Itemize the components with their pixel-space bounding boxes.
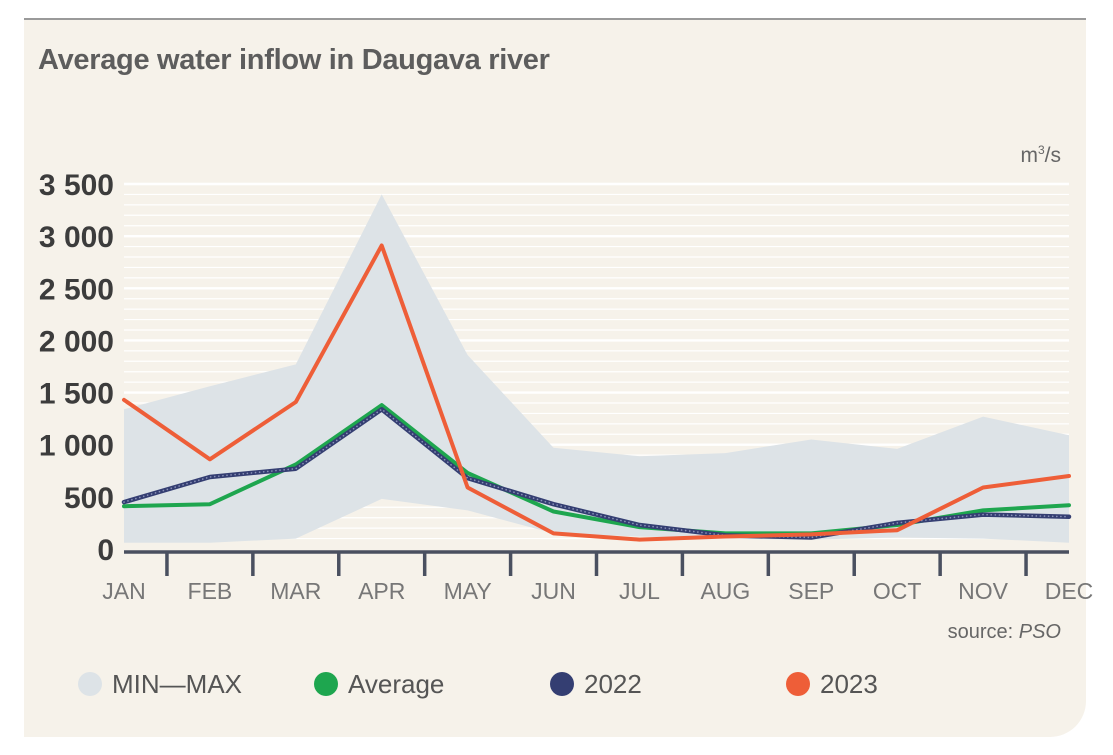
series-line-2022-texture <box>123 408 1070 539</box>
x-tick-label: NOV <box>958 578 1009 604</box>
x-tick-label: DEC <box>1045 578 1094 604</box>
unit-label: m3/s <box>1020 143 1061 168</box>
y-tick-label: 3 000 <box>39 221 114 254</box>
legend-label-average: Average <box>348 668 445 699</box>
legend-swatch-average <box>314 672 338 696</box>
legend-item-average: Average <box>314 664 444 704</box>
x-tick-label: MAR <box>270 578 321 604</box>
series-lines <box>121 243 1072 542</box>
legend-label-min-max: MIN—MAX <box>112 668 242 699</box>
y-tick-label: 500 <box>64 482 114 515</box>
legend-swatch-min-max <box>78 672 102 696</box>
y-tick-label: 3 500 <box>39 169 114 202</box>
x-tick-label: APR <box>358 578 405 604</box>
y-tick-label: 1 000 <box>39 430 114 463</box>
y-tick-label: 1 500 <box>39 378 114 411</box>
x-tick-label: JUL <box>619 578 660 604</box>
chart-card <box>24 18 1086 737</box>
unit-exponent: 3 <box>1037 143 1045 157</box>
x-tick-label: OCT <box>873 578 922 604</box>
y-tick-label: 2 000 <box>39 325 114 358</box>
legend-label-2022: 2022 <box>584 668 642 699</box>
source-prefix: source: <box>947 621 1019 643</box>
legend-item-2023: 2023 <box>786 664 878 704</box>
legend-swatch-2022 <box>550 672 574 696</box>
x-tick-label: MAY <box>444 578 492 604</box>
x-tick-label: FEB <box>188 578 233 604</box>
unit-suffix: /s <box>1044 144 1061 167</box>
x-tick-label: AUG <box>700 578 750 604</box>
x-tick-label: SEP <box>788 578 834 604</box>
legend-swatch-2023 <box>786 672 810 696</box>
source-note: source: PSO <box>948 621 1061 644</box>
x-tick-label: JUN <box>531 578 576 604</box>
y-tick-label: 0 <box>97 534 114 567</box>
unit-base: m <box>1020 144 1038 167</box>
x-axis <box>124 550 1069 576</box>
legend-item-min-max: MIN—MAX <box>78 664 242 704</box>
chart-title: Average water inflow in Daugava river <box>38 44 550 76</box>
x-tick-label: JAN <box>102 578 145 604</box>
y-tick-labels: 0 500 1 000 1 500 2 000 2 500 3 000 3 500 <box>39 169 114 567</box>
legend: MIN—MAX Average 2022 2023 <box>0 664 1113 704</box>
source-name: PSO <box>1018 621 1061 643</box>
legend-item-2022: 2022 <box>550 664 642 704</box>
y-tick-label: 2 500 <box>39 273 114 306</box>
x-tick-labels: JAN FEB MAR APR MAY JUN JUL AUG SEP OCT NOV DEC <box>102 578 1093 604</box>
series-line-2023 <box>122 243 1071 542</box>
legend-label-2023: 2023 <box>820 668 878 699</box>
